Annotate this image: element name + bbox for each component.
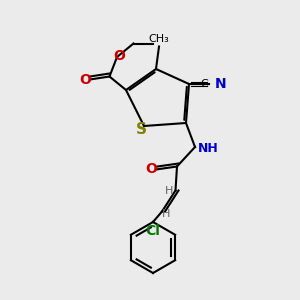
Text: O: O: [146, 163, 158, 176]
Text: N: N: [214, 77, 226, 91]
Text: H: H: [162, 209, 171, 220]
Text: O: O: [113, 49, 125, 62]
Text: Cl: Cl: [146, 224, 160, 238]
Text: S: S: [136, 122, 146, 136]
Text: NH: NH: [198, 142, 219, 155]
Text: C: C: [200, 79, 208, 89]
Text: CH₃: CH₃: [148, 34, 170, 44]
Text: H: H: [165, 185, 174, 196]
Text: O: O: [80, 73, 92, 86]
